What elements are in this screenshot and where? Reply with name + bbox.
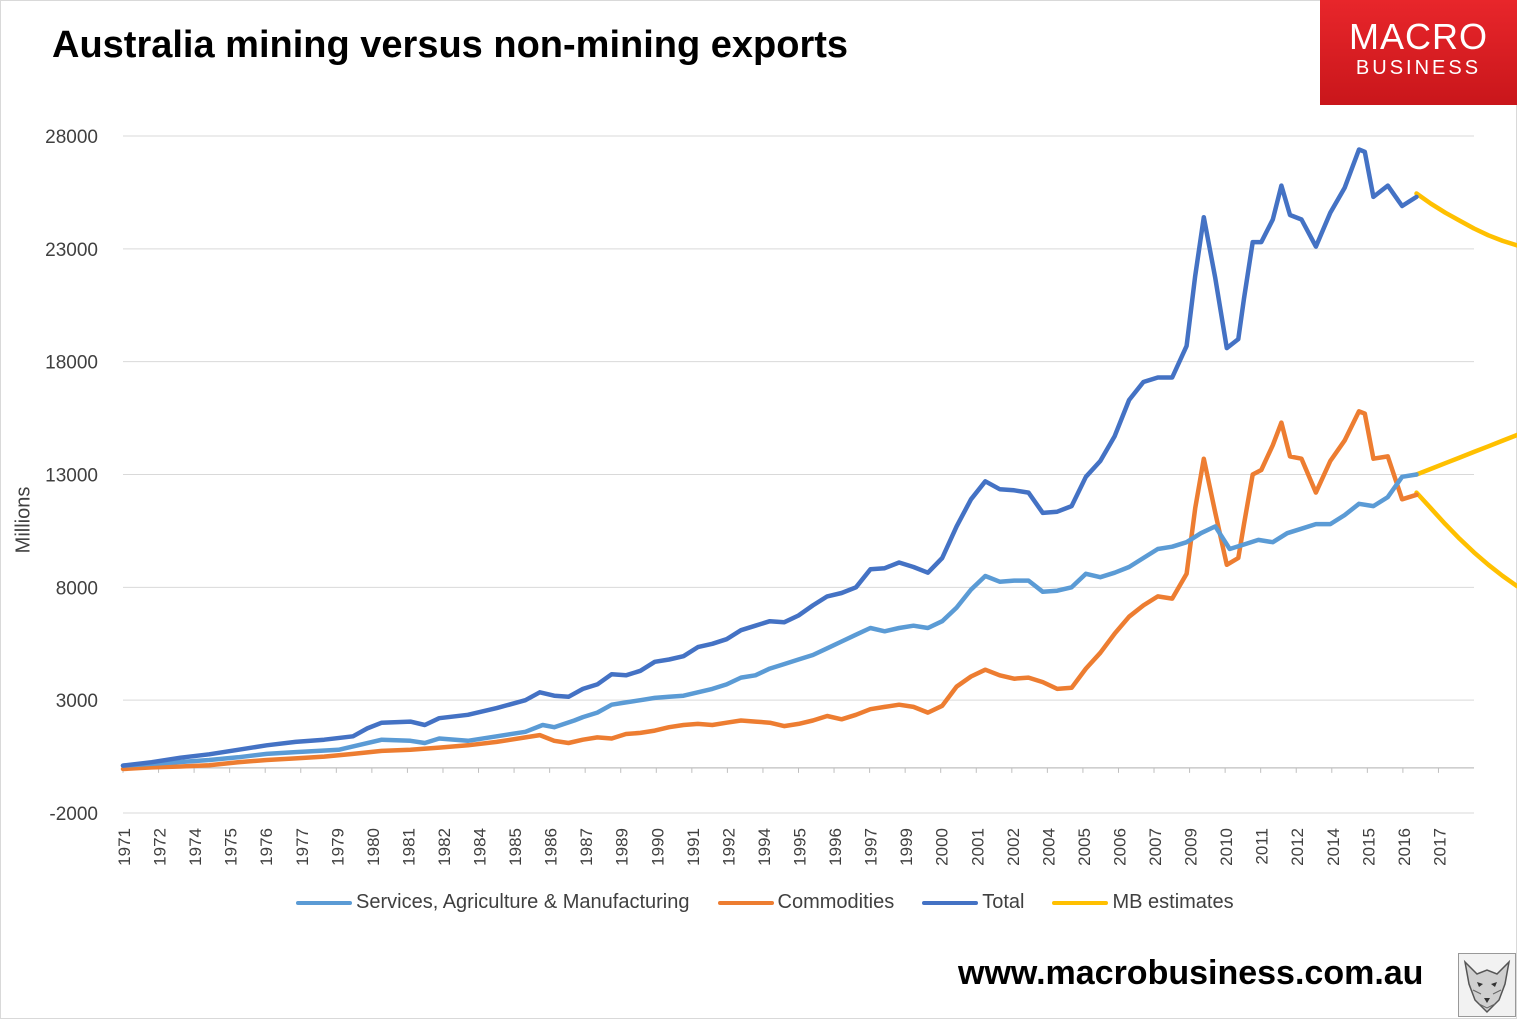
x-tick-label: 1997 bbox=[862, 828, 881, 866]
x-tick-label: 2001 bbox=[968, 828, 987, 866]
x-tick-label: 1979 bbox=[328, 828, 347, 866]
x-tick-label: 1977 bbox=[293, 828, 312, 866]
series-line-estimates-3 bbox=[1414, 490, 1517, 589]
y-tick-label: 8000 bbox=[56, 578, 98, 599]
x-tick-label: 1975 bbox=[222, 828, 241, 866]
x-tick-label: 1996 bbox=[826, 828, 845, 866]
legend-item-total: Total bbox=[922, 891, 1024, 914]
x-tick-label: 1999 bbox=[897, 828, 916, 866]
y-tick-label: 3000 bbox=[56, 691, 98, 712]
legend-label-estimates: MB estimates bbox=[1112, 891, 1234, 913]
x-tick-label: 2006 bbox=[1110, 828, 1129, 866]
x-tick-label: 1971 bbox=[115, 828, 134, 866]
x-tick-label: 1985 bbox=[506, 828, 525, 866]
x-tick-label: 1990 bbox=[648, 828, 667, 866]
y-tick-label: 28000 bbox=[45, 127, 98, 148]
x-tick-label: 2010 bbox=[1217, 828, 1236, 866]
chart-legend: Services, Agriculture & Manufacturing Co… bbox=[296, 891, 1234, 914]
x-tick-label: 2014 bbox=[1324, 828, 1343, 866]
x-tick-label: 1976 bbox=[257, 828, 276, 866]
legend-swatch-estimates bbox=[1052, 900, 1109, 905]
legend-swatch-services bbox=[296, 900, 352, 905]
legend-item-estimates: MB estimates bbox=[1052, 891, 1234, 914]
y-tick-label: 18000 bbox=[45, 353, 98, 374]
x-tick-label: 2009 bbox=[1182, 828, 1201, 866]
legend-item-services: Services, Agriculture & Manufacturing bbox=[296, 891, 690, 914]
x-tick-label: 2016 bbox=[1395, 828, 1414, 866]
logo-line-macro: MACRO bbox=[1349, 16, 1488, 57]
series-line-estimates-1 bbox=[1414, 191, 1517, 248]
logo-line-business: BUSINESS bbox=[1355, 57, 1482, 79]
series-line-commodities bbox=[120, 409, 1419, 772]
x-tick-label: 1986 bbox=[542, 828, 561, 866]
x-axis bbox=[122, 767, 1474, 773]
series-line-services bbox=[120, 472, 1419, 768]
x-tick-label: 1991 bbox=[684, 828, 703, 866]
x-tick-label: 1982 bbox=[435, 828, 454, 866]
legend-label-commodities: Commodities bbox=[777, 891, 895, 913]
x-tick-label: 1984 bbox=[471, 828, 490, 866]
y-tick-label: 13000 bbox=[45, 466, 98, 487]
x-tick-label: 2017 bbox=[1430, 828, 1449, 866]
x-tick-label: 2012 bbox=[1288, 828, 1307, 866]
legend-label-services: Services, Agriculture & Manufacturing bbox=[356, 891, 690, 913]
x-tick-label: 1974 bbox=[186, 828, 205, 866]
legend-label-total: Total bbox=[982, 891, 1025, 913]
series-line-total bbox=[120, 147, 1419, 768]
x-tick-label: 2005 bbox=[1075, 828, 1094, 866]
y-tick-label: 23000 bbox=[45, 240, 98, 261]
gridlines bbox=[123, 135, 1474, 814]
x-tick-label: 1995 bbox=[791, 828, 810, 866]
x-tick-label: 1980 bbox=[364, 828, 383, 866]
x-tick-label: 1987 bbox=[577, 828, 596, 866]
macrobusiness-logo: MACRO BUSINESS bbox=[1320, 0, 1517, 105]
footer-url: www.macrobusiness.com.au bbox=[958, 954, 1424, 992]
x-tick-label: 2015 bbox=[1359, 828, 1378, 866]
x-tick-label: 2002 bbox=[1004, 828, 1023, 866]
y-tick-label: -2000 bbox=[49, 804, 98, 825]
x-tick-label: 2007 bbox=[1146, 828, 1165, 866]
series-lines bbox=[120, 147, 1517, 772]
x-axis-ticks: 1971 1972 1974 1975 1976 1977 1979 1980 1981 1982… bbox=[115, 828, 1449, 866]
x-tick-label: 2004 bbox=[1039, 828, 1058, 866]
chart-title: Australia mining versus non-mining expor… bbox=[52, 24, 849, 66]
x-tick-label: 1981 bbox=[399, 828, 418, 866]
x-tick-label: 2000 bbox=[933, 828, 952, 866]
legend-swatch-total bbox=[922, 900, 979, 905]
x-tick-label: 1992 bbox=[719, 828, 738, 866]
legend-item-commodities: Commodities bbox=[717, 891, 895, 914]
x-tick-label: 2011 bbox=[1253, 828, 1272, 865]
y-axis-ticks: 28000 23000 18000 13000 8000 3000 -2000 bbox=[45, 127, 98, 825]
wolf-logo-icon bbox=[1458, 953, 1516, 1017]
x-tick-label: 1989 bbox=[613, 828, 632, 866]
x-tick-label: 1994 bbox=[755, 828, 774, 866]
x-tick-label: 1972 bbox=[151, 828, 170, 866]
legend-swatch-commodities bbox=[717, 900, 774, 905]
series-line-estimates-2 bbox=[1414, 432, 1517, 477]
